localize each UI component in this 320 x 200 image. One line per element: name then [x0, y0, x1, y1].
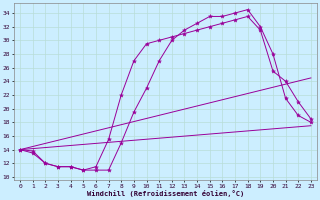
X-axis label: Windchill (Refroidissement éolien,°C): Windchill (Refroidissement éolien,°C)	[87, 190, 244, 197]
